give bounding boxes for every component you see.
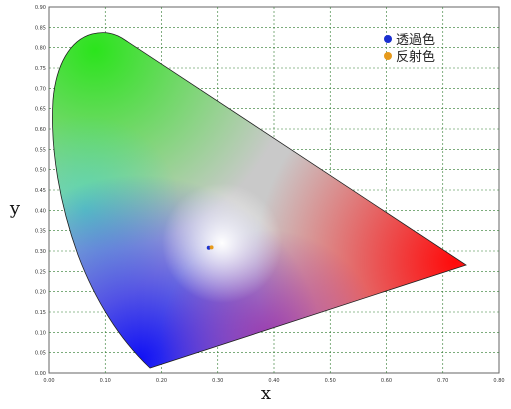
legend-marker-transmitted bbox=[384, 35, 392, 43]
y-tick-labels: 0.00 0.05 0.10 0.15 0.20 0.25 0.30 0.35 0.40 0.45… bbox=[35, 5, 46, 377]
x-tick-label: 0.70 bbox=[437, 378, 448, 384]
x-tick-label: 0.50 bbox=[325, 378, 336, 384]
y-tick-label: 0.80 bbox=[35, 46, 46, 52]
x-tick-label: 0.30 bbox=[212, 378, 223, 384]
y-tick-label: 0.25 bbox=[35, 269, 46, 275]
y-axis-title: y bbox=[9, 198, 21, 219]
y-tick-label: 0.90 bbox=[35, 5, 46, 11]
y-tick-label: 0.05 bbox=[35, 351, 46, 357]
y-tick-label: 0.55 bbox=[35, 147, 46, 153]
x-tick-labels: 0.00 0.10 0.20 0.30 0.40 0.50 0.60 0.70 0.80 bbox=[43, 378, 504, 384]
y-tick-label: 0.15 bbox=[35, 310, 46, 316]
legend: 透過色 反射色 bbox=[384, 32, 435, 65]
x-tick-label: 0.60 bbox=[381, 378, 392, 384]
x-axis-title: x bbox=[261, 383, 271, 404]
y-tick-label: 0.30 bbox=[35, 249, 46, 255]
y-tick-label: 0.50 bbox=[35, 168, 46, 174]
y-tick-label: 0.35 bbox=[35, 229, 46, 235]
x-tick-label: 0.10 bbox=[100, 378, 111, 384]
data-point-reflected bbox=[209, 245, 214, 250]
legend-label-transmitted: 透過色 bbox=[396, 32, 435, 48]
y-tick-label: 0.45 bbox=[35, 188, 46, 194]
y-tick-label: 0.10 bbox=[35, 330, 46, 336]
legend-label-reflected: 反射色 bbox=[396, 49, 435, 65]
y-tick-label: 0.75 bbox=[35, 66, 46, 72]
legend-marker-reflected bbox=[384, 52, 392, 60]
spectral-locus-outline bbox=[52, 32, 467, 369]
y-tick-label: 0.60 bbox=[35, 127, 46, 133]
y-tick-label: 0.65 bbox=[35, 107, 46, 113]
y-tick-label: 0.85 bbox=[35, 25, 46, 31]
y-tick-label: 0.40 bbox=[35, 208, 46, 214]
y-tick-label: 0.20 bbox=[35, 290, 46, 296]
y-tick-label: 0.00 bbox=[35, 371, 46, 377]
x-tick-label: 0.80 bbox=[493, 378, 504, 384]
y-tick-label: 0.70 bbox=[35, 86, 46, 92]
data-points bbox=[206, 245, 214, 250]
x-tick-label: 0.40 bbox=[268, 378, 279, 384]
x-tick-label: 0.00 bbox=[43, 378, 54, 384]
x-tick-label: 0.20 bbox=[156, 378, 167, 384]
